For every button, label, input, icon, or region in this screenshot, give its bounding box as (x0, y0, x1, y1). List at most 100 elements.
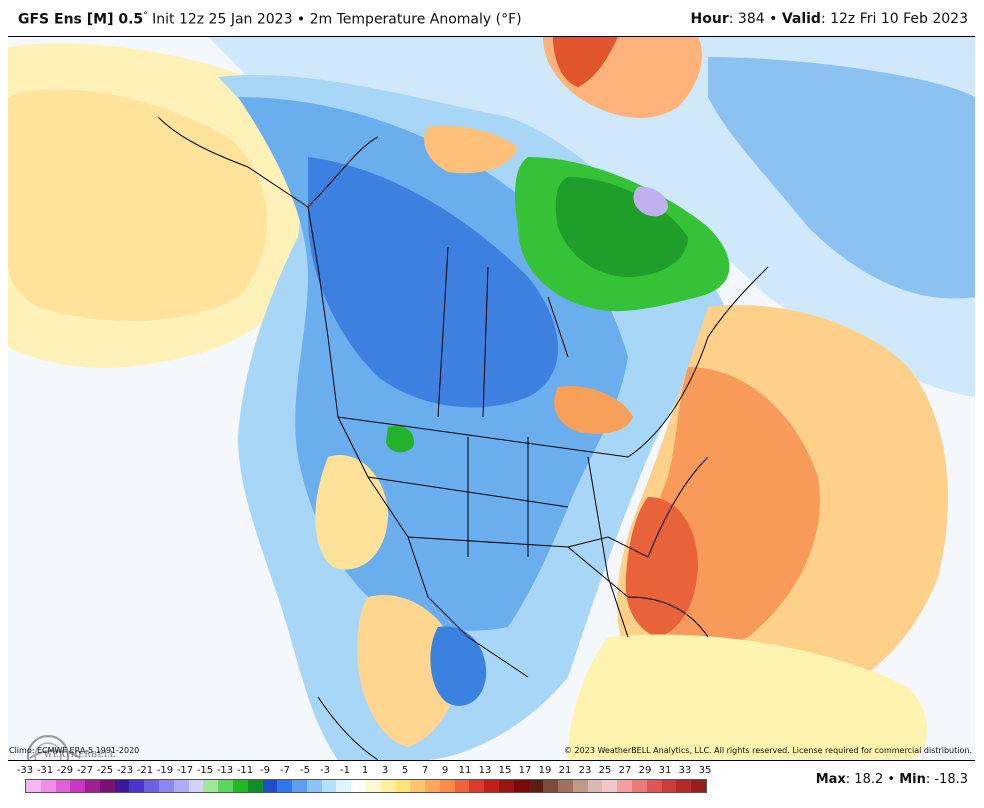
hour-value: : 384 • (728, 11, 782, 27)
colorbar-tick-label: -17 (176, 765, 194, 776)
colorbar-swatch (365, 780, 381, 792)
colorbar-swatch (114, 780, 130, 792)
anomaly-colorbar: -33 -31 -29 -27 -25 -23 -21 -19 -17 -15 -13 -11 -9 -7… (16, 765, 712, 793)
colorbar-swatch (632, 780, 647, 792)
colorbar-swatch (85, 780, 100, 792)
colorbar-tick-label: 23 (578, 765, 592, 776)
colorbar-tick-label: 15 (498, 765, 512, 776)
colorbar-tick-label: 1 (361, 765, 369, 776)
colorbar-swatch (617, 780, 633, 792)
colorbar-tick-label: 21 (558, 765, 572, 776)
colorbar-tick-label: 33 (678, 765, 692, 776)
colorbar-swatch (306, 780, 322, 792)
colorbar-swatch (203, 780, 219, 792)
weatherbell-logo-text: WEATHERBELL (44, 750, 116, 759)
colorbar-tick-label: -21 (136, 765, 154, 776)
arctic-islands-warm-core (553, 37, 618, 87)
southwest-warm-patch (315, 455, 388, 570)
colorbar-swatch (55, 780, 71, 792)
colorbar-swatch (602, 780, 618, 792)
colorbar-swatch (499, 780, 514, 792)
colorbar-tick-label: -31 (36, 765, 54, 776)
colorbar-tick-label: -29 (56, 765, 74, 776)
colorbar-tick-label: 29 (638, 765, 652, 776)
weatherbell-logo: WEATHERBELL (20, 733, 115, 760)
climatology-note: Climo: ECMWF ERA-5 1991-2020 (9, 746, 140, 755)
colorbar-swatch (173, 780, 189, 792)
colorbar-tick-label: 3 (381, 765, 389, 776)
colorbar-tick-label: 7 (421, 765, 429, 776)
colorbar-tick-label: -7 (280, 765, 290, 776)
arctic-islands-warm (424, 125, 518, 174)
colorbar-swatch (380, 780, 396, 792)
caribbean-warm-anomaly (568, 634, 927, 760)
political-borders (157, 116, 769, 760)
colorbar-tick-label: -11 (236, 765, 254, 776)
colorbar-swatch (646, 780, 662, 792)
baffin-cold-min (633, 186, 668, 217)
colorbar-swatch (129, 780, 145, 792)
colorbar-swatch (321, 780, 337, 792)
colorbar-tick-label: 5 (401, 765, 409, 776)
colorbar-swatch (99, 780, 115, 792)
colorbar-tick-label: 9 (441, 765, 449, 776)
colorbar-tick-label: 19 (538, 765, 552, 776)
min-label: Min (899, 772, 926, 787)
colorbar-tick-label: 35 (698, 765, 712, 776)
colorbar-swatch (395, 780, 411, 792)
colorbar-tick-label: -19 (156, 765, 174, 776)
map-title: GFS Ens [M] 0.5° Init 12z 25 Jan 2023 • … (18, 11, 522, 28)
max-value: : 18.2 • (845, 772, 900, 787)
colorbar-tick-label: 17 (518, 765, 532, 776)
max-min-readout: Max: 18.2 • Min: -18.3 (816, 772, 968, 787)
colorbar-swatch (691, 780, 706, 792)
colorbar-swatch (336, 780, 352, 792)
colorbar-swatch (410, 780, 426, 792)
colorbar-swatch (232, 780, 248, 792)
valid-label: Valid (781, 11, 821, 27)
colorbar-swatch (351, 780, 366, 792)
colorbar-tick-label: 13 (478, 765, 492, 776)
colorbar-swatch (572, 780, 588, 792)
colorbar-swatch (247, 780, 263, 792)
colorbar-swatch (159, 780, 174, 792)
colorbar-swatch (439, 780, 455, 792)
colorbar-swatch (277, 780, 293, 792)
colorbar-swatch (425, 780, 440, 792)
anomaly-map[interactable]: WEATHERBELL (8, 36, 975, 761)
colorbar-tick-label: -13 (216, 765, 234, 776)
colorbar-tick-label: -33 (16, 765, 34, 776)
colorbar-tick-label: -5 (300, 765, 310, 776)
valid-value: : 12z Fri 10 Feb 2023 (820, 11, 968, 27)
colorbar-tick-label: -9 (260, 765, 270, 776)
colorbar-swatches (25, 779, 707, 793)
great-lakes-warm-anomaly (554, 386, 633, 434)
colorbar-swatch (454, 780, 470, 792)
arctic-cool-core (708, 57, 975, 299)
colorbar-tick-label: -15 (196, 765, 214, 776)
colorbar-ticks: -33 -31 -29 -27 -25 -23 -21 -19 -17 -15 -13 -11 -9 -7… (16, 765, 712, 779)
colorbar-swatch (484, 780, 499, 792)
model-name: GFS Ens [M] 0.5 (18, 11, 144, 28)
colorbar-tick-label: 25 (598, 765, 612, 776)
anomaly-map-canvas (8, 37, 975, 760)
colorbar-tick-label: -3 (320, 765, 330, 776)
copyright-notice: © 2023 WeatherBELL Analytics, LLC. All r… (564, 746, 972, 755)
colorbar-tick-label: 31 (658, 765, 672, 776)
colorbar-swatch (40, 780, 56, 792)
colorbar-tick-label: 27 (618, 765, 632, 776)
colorbar-swatch (292, 780, 307, 792)
colorbar-swatch (218, 780, 233, 792)
colorbar-tick-label: -1 (340, 765, 350, 776)
colorbar-swatch (587, 780, 603, 792)
init-and-field: Init 12z 25 Jan 2023 • 2m Temperature An… (147, 11, 522, 28)
colorbar-swatch (70, 780, 86, 792)
colorbar-swatch (661, 780, 677, 792)
southeast-warm-max (625, 497, 698, 637)
map-header: GFS Ens [M] 0.5° Init 12z 25 Jan 2023 • … (0, 0, 984, 36)
degree-symbol: ° (143, 11, 148, 21)
colorbar-swatch (513, 780, 529, 792)
colorbar-swatch (558, 780, 573, 792)
colorbar-swatch (528, 780, 544, 792)
max-label: Max (815, 772, 846, 787)
